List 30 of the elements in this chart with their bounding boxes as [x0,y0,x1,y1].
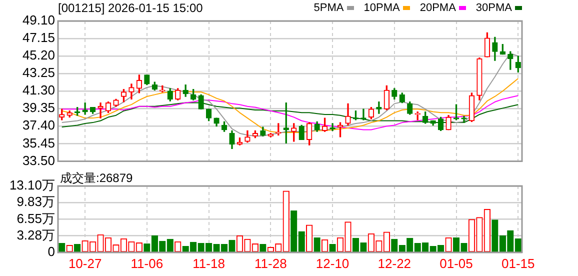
legend-label: 5PMA [314,2,344,14]
legend-label: 10PMA [364,2,400,14]
x-tick-label: 12-22 [378,256,412,271]
x-tick-label: 01-15 [502,256,535,271]
x-tick-label: 11-06 [130,256,164,271]
x-tick-label: 01-05 [440,256,473,271]
legend-label: 30PMA [476,2,512,14]
y-tick-label: 6.55万 [16,210,55,226]
x-tick-label: 12-10 [316,256,350,271]
chart-title: [001215] 2026-01-15 15:00 [58,1,203,15]
bar [314,237,320,252]
y-tick-label: 39.35 [22,100,55,116]
y-tick-label: 47.15 [22,30,55,46]
x-tick-label: 10-27 [68,256,102,271]
y-tick-label: 35.45 [22,135,55,150]
y-tick-label: 33.50 [22,152,55,168]
x-tick-label: 11-18 [192,256,225,271]
y-tick-label: 45.20 [22,48,55,63]
chart-title: 成交量:26879 [60,170,133,187]
y-tick-label: 3.28万 [16,227,55,242]
y-tick-label: 37.40 [22,118,55,133]
y-tick-label: 13.10万 [9,178,55,193]
y-tick-label: 43.25 [22,65,55,80]
legend-label: 20PMA [420,2,456,14]
y-tick-label: 49.10 [22,12,55,28]
x-tick-label: 11-28 [254,256,287,271]
candlestick [360,108,366,120]
y-tick-label: 9.83万 [16,194,55,210]
y-tick-label: 0 [48,244,55,259]
y-tick-label: 41.30 [22,82,55,98]
